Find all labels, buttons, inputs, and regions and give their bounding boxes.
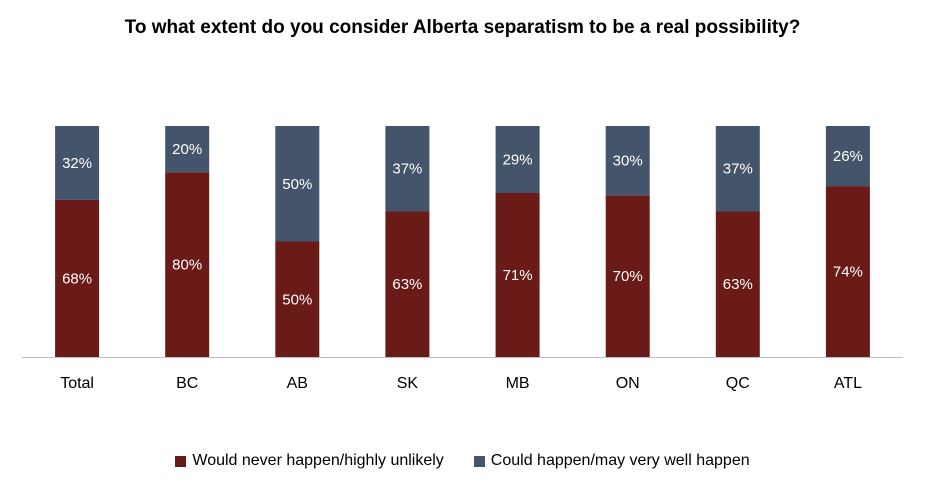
bar-bc-series-1 <box>165 126 210 173</box>
bar-qc-series-0 <box>715 211 760 357</box>
data-label-mb-series-0: 71% <box>503 267 533 284</box>
data-label-bc-series-1: 20% <box>172 141 202 158</box>
bars-layer <box>55 126 870 357</box>
tick-label-qc: QC <box>726 375 750 392</box>
tick-label-atl: ATL <box>834 375 862 392</box>
data-label-mb-series-1: 29% <box>503 152 533 169</box>
legend-label-would-never-happen: Would never happen/highly unlikely <box>192 452 444 469</box>
tick-label-sk: SK <box>397 375 419 392</box>
bar-atl-series-0 <box>825 186 870 357</box>
legend-swatch-could-happen <box>473 455 485 467</box>
bar-on-series-0 <box>605 195 650 357</box>
legend-entry-could-happen: Could happen/may very well happen <box>473 452 750 470</box>
chart-title: To what extent do you consider Alberta s… <box>124 17 801 38</box>
bar-atl-series-1 <box>825 126 870 187</box>
data-label-qc-series-1: 37% <box>723 161 753 178</box>
bar-total-series-0 <box>55 199 100 357</box>
bar-total-series-1 <box>55 126 100 200</box>
tick-label-mb: MB <box>506 375 530 392</box>
bar-mb-series-1 <box>495 126 540 193</box>
data-label-total-series-1: 32% <box>62 155 92 172</box>
legend-entry-would-never-happen: Would never happen/highly unlikely <box>175 452 444 470</box>
data-label-on-series-0: 70% <box>613 268 643 285</box>
bar-ab-series-0 <box>275 241 320 357</box>
data-label-ab-series-1: 50% <box>282 176 312 193</box>
tick-label-on: ON <box>616 375 640 392</box>
data-label-bc-series-0: 80% <box>172 257 202 274</box>
bar-mb-series-0 <box>495 193 540 357</box>
data-label-qc-series-0: 63% <box>723 276 753 293</box>
bar-qc-series-1 <box>715 126 760 212</box>
data-labels-layer: 68% 32% 80% 20% 50% 50% 63% 37% 71% 29% 70% 30% 63% 3… <box>62 141 863 308</box>
tick-label-bc: BC <box>176 375 198 392</box>
data-label-on-series-1: 30% <box>613 153 643 170</box>
data-label-sk-series-0: 63% <box>392 276 422 293</box>
bar-on-series-1 <box>605 126 650 196</box>
bar-sk-series-0 <box>385 211 430 357</box>
tick-label-total: Total <box>60 375 94 392</box>
data-label-sk-series-1: 37% <box>392 161 422 178</box>
bar-ab-series-1 <box>275 126 320 242</box>
legend: Would never happen/highly unlikely Could… <box>0 452 925 470</box>
data-label-ab-series-0: 50% <box>282 291 312 308</box>
category-tick-labels: Total BC AB SK MB ON QC ATL <box>60 375 862 392</box>
data-label-total-series-0: 68% <box>62 271 92 288</box>
bar-sk-series-1 <box>385 126 430 212</box>
data-label-atl-series-1: 26% <box>833 148 863 165</box>
bar-bc-series-0 <box>165 172 210 357</box>
legend-label-could-happen: Could happen/may very well happen <box>490 452 750 469</box>
legend-swatch-would-never-happen <box>175 455 187 467</box>
tick-label-ab: AB <box>287 375 308 392</box>
data-label-atl-series-0: 74% <box>833 264 863 281</box>
